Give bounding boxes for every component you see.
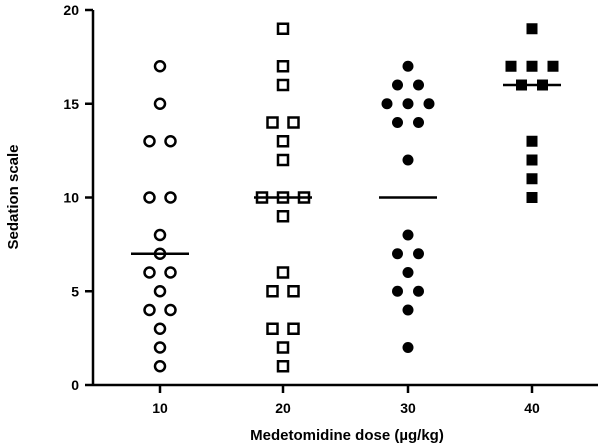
x-tick-label: 20 — [275, 400, 291, 416]
point-30-5 — [392, 285, 403, 297]
y-tick-label: 10 — [63, 190, 79, 206]
point-10-13 — [143, 135, 156, 148]
point-30-15 — [402, 98, 414, 110]
point-20-6 — [276, 266, 290, 279]
y-tick-label: 0 — [71, 377, 79, 393]
point-10-8 — [153, 228, 167, 242]
point-30-2 — [402, 342, 414, 353]
point-10-10 — [143, 191, 156, 204]
point-30-5 — [413, 285, 424, 297]
point-30-14 — [392, 117, 403, 128]
point-30-6 — [402, 267, 414, 278]
point-20-3 — [287, 322, 300, 335]
y-tick-label: 15 — [63, 96, 79, 112]
point-40-13 — [526, 135, 538, 147]
point-30-8 — [402, 229, 414, 241]
point-30-7 — [392, 248, 403, 260]
point-40-17 — [505, 60, 517, 72]
point-20-16 — [276, 78, 290, 92]
point-10-4 — [164, 303, 177, 317]
x-axis-title: Medetomidine dose (µg/kg) — [250, 427, 444, 444]
point-20-3 — [266, 322, 279, 335]
point-10-13 — [164, 135, 177, 148]
point-30-16 — [413, 79, 424, 91]
point-10-5 — [153, 285, 167, 298]
y-ticks: 0 5 10 15 20 — [63, 2, 93, 393]
point-20-19 — [276, 22, 290, 35]
point-30-7 — [413, 248, 424, 260]
point-10-2 — [153, 341, 167, 354]
point-30-15 — [423, 98, 435, 110]
point-20-14 — [266, 116, 279, 129]
point-20-14 — [287, 116, 300, 129]
point-30-16 — [392, 79, 403, 91]
point-40-17 — [547, 60, 559, 72]
x-ticks: 10 20 30 40 — [152, 385, 540, 416]
x-tick-label: 40 — [524, 400, 540, 416]
point-30-4 — [402, 304, 414, 316]
point-10-15 — [153, 97, 167, 110]
point-10-17 — [153, 60, 167, 73]
point-40-17 — [526, 60, 538, 72]
y-tick-label: 5 — [71, 283, 79, 299]
point-20-5 — [287, 285, 300, 298]
point-40-11 — [526, 173, 538, 185]
point-40-12 — [526, 154, 538, 166]
point-40-10 — [526, 192, 538, 203]
y-axis-title: Sedation scale — [5, 144, 22, 249]
point-10-6 — [164, 266, 177, 279]
point-20-13 — [276, 135, 290, 148]
data-points — [143, 22, 559, 373]
point-20-2 — [276, 341, 290, 354]
point-10-4 — [143, 303, 156, 317]
point-20-1 — [276, 360, 290, 373]
point-10-10 — [164, 191, 177, 204]
point-20-9 — [276, 210, 290, 223]
point-10-6 — [143, 266, 156, 279]
point-20-17 — [276, 60, 290, 73]
point-10-3 — [153, 322, 167, 335]
point-30-17 — [402, 60, 414, 72]
point-10-1 — [153, 360, 167, 373]
point-30-14 — [413, 117, 424, 128]
point-30-15 — [381, 98, 393, 110]
point-40-19 — [526, 23, 538, 35]
point-20-12 — [276, 153, 290, 167]
point-20-5 — [266, 285, 279, 298]
median-lines — [131, 83, 561, 255]
x-tick-label: 10 — [152, 400, 168, 416]
x-tick-label: 30 — [400, 400, 416, 416]
point-30-12 — [402, 154, 414, 166]
y-tick-label: 20 — [63, 2, 79, 18]
